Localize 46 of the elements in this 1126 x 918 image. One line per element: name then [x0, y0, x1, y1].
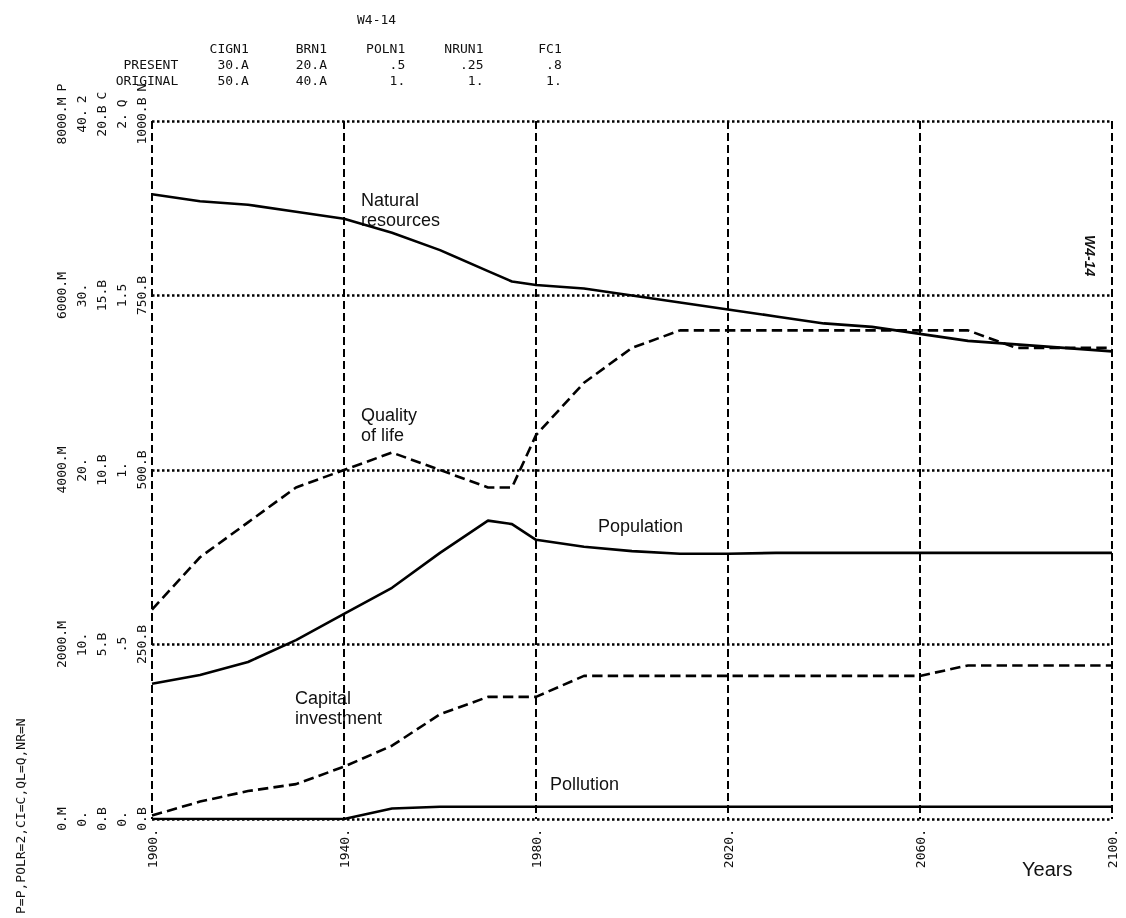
y-tick-label: 0.	[114, 811, 129, 827]
annotation: W4-14	[1082, 235, 1098, 277]
y2-tick-label: 30.	[74, 283, 89, 308]
y3-tick-label: 20.B	[94, 105, 109, 137]
y3-tick-label: 10.B	[94, 454, 109, 486]
y-tick-label: 1.	[114, 462, 129, 478]
y-tick-label: 2000.M	[54, 620, 69, 668]
annotation: Capital investment	[295, 688, 383, 728]
text: PRESENT 30.A 20.A .5 .25 .8	[100, 56, 562, 72]
x-tick-label: 2020.	[720, 829, 736, 869]
y-tick-label: 8000.M	[54, 97, 69, 145]
y2-tick-label: 10.	[74, 632, 89, 657]
annotation: Quality of life	[361, 405, 418, 445]
y-tick-label: 2.	[114, 113, 129, 129]
annotation: Pollution	[550, 774, 620, 794]
y2-tick-label: 1000.B	[134, 97, 149, 145]
x-tick-label: 1980.	[528, 829, 544, 869]
y-axis-title: P	[54, 83, 69, 92]
annotation: Population	[598, 516, 684, 536]
x-tick-label: 1900.	[144, 829, 160, 869]
x-tick-label: 2060.	[912, 829, 928, 869]
y-tick-label: 0.M	[54, 807, 69, 831]
y2-tick-label: 0.B	[134, 807, 149, 831]
y2-tick-label: 40.	[74, 109, 89, 133]
x-tick-label: 2100.	[1104, 829, 1120, 869]
x-tick-label: 1940.	[336, 829, 352, 869]
y-tick-label: 4000.M	[54, 446, 69, 494]
y-tick-label: .5	[114, 636, 129, 653]
y2-tick-label: 500.B	[134, 450, 149, 490]
y-tick-label: 6000.M	[54, 271, 69, 319]
y2-tick-label: 250.B	[134, 624, 149, 665]
y3-tick-label: 15.B	[94, 279, 109, 312]
y3-axis-title: C	[94, 91, 109, 100]
y2-tick-label: 750.B	[134, 275, 149, 316]
annotation: Natural resources	[361, 190, 441, 230]
chart-title: W4-14	[357, 12, 397, 27]
y2-axis-title: 2	[74, 95, 89, 104]
text: P=P,POLR=2,CI=C,QL=Q,NR=N	[12, 718, 28, 914]
y-tick-label: 1.5	[114, 283, 129, 308]
y-axis-title: Q	[114, 99, 129, 108]
y3-tick-label: 0.B	[94, 807, 109, 831]
y2-tick-label: 0.	[74, 811, 89, 827]
text: CIGN1 BRN1 POLN1 NRUN1 FC1	[100, 40, 562, 56]
y3-tick-label: 5.B	[94, 632, 109, 657]
x-axis-title: Years	[1022, 858, 1073, 880]
y2-tick-label: 20.	[74, 458, 89, 482]
